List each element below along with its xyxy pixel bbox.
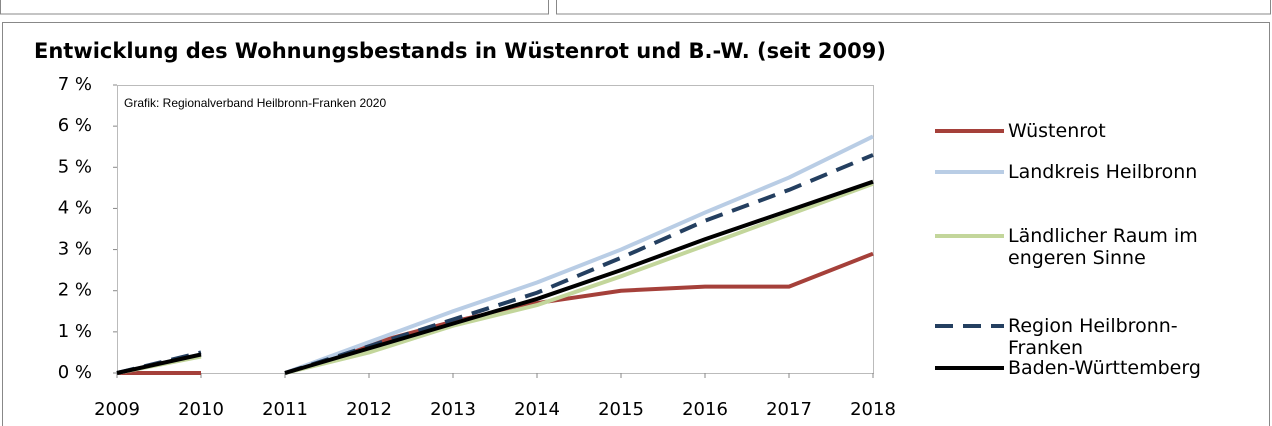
legend-label: Landkreis Heilbronn [1008, 161, 1198, 183]
x-tick-label: 2009 [94, 399, 140, 420]
x-tick-label: 2014 [514, 399, 560, 420]
y-tick-label: 0 % [58, 362, 92, 383]
top-right-box [556, 0, 1271, 15]
annotation: Grafik: Regionalverband Heilbronn-Franke… [124, 96, 386, 110]
x-tick-label: 2012 [346, 399, 392, 420]
x-tick-label: 2017 [766, 399, 812, 420]
y-tick-label: 4 % [58, 197, 92, 218]
legend-label: Baden-Württemberg [1008, 357, 1201, 379]
plot-frame [117, 85, 874, 374]
y-tick-label: 2 % [58, 280, 92, 301]
y-tick-label: 7 % [58, 74, 92, 95]
x-tick-label: 2010 [178, 399, 224, 420]
legend-label: Wüstenrot [1008, 120, 1106, 142]
series-line [116, 179, 874, 375]
legend-label: Ländlicher Raum im engeren Sinne [1008, 225, 1198, 269]
chart-title: Entwicklung des Wohnungsbestands in Wüst… [34, 39, 886, 63]
x-tick-label: 2016 [682, 399, 728, 420]
series-line [117, 251, 874, 375]
x-tick-label: 2013 [430, 399, 476, 420]
chart-frame [2, 22, 1270, 426]
y-tick-label: 5 % [58, 156, 92, 177]
x-tick-label: 2018 [850, 399, 896, 420]
x-tick-label: 2011 [262, 399, 308, 420]
y-tick-label: 3 % [58, 239, 92, 260]
x-tick-label: 2015 [598, 399, 644, 420]
y-tick-label: 6 % [58, 115, 92, 136]
y-tick-label: 1 % [58, 321, 92, 342]
top-left-box [0, 0, 549, 15]
legend-label: Region Heilbronn-Franken [1008, 315, 1178, 359]
